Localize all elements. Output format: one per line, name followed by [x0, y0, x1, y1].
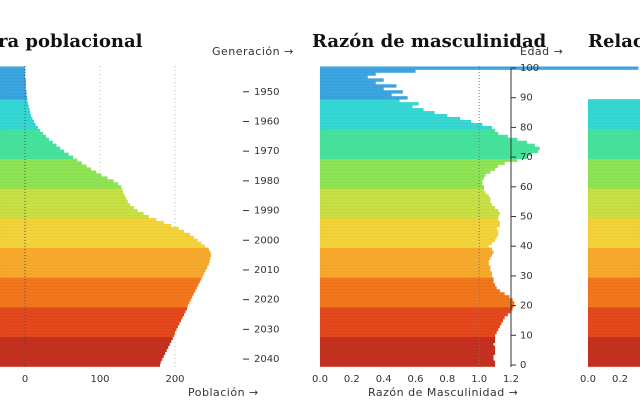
- x-tick-label: 1.0: [471, 374, 487, 385]
- y2-tick-label: 1970: [254, 146, 279, 157]
- x-tick-label: 0.0: [312, 374, 328, 385]
- x-tick-label: 1.2: [503, 374, 519, 385]
- chart-title: Relac: [588, 31, 640, 52]
- x-tick-label: 0: [22, 374, 28, 385]
- y-tick-label: 30: [520, 271, 533, 282]
- y-tick-label: 90: [520, 93, 533, 104]
- x-tick-label: 200: [165, 374, 184, 385]
- x-axis-label: Población →: [188, 386, 259, 399]
- y2-tick-label: 1950: [254, 87, 279, 98]
- x-tick-label: 0.2: [612, 374, 628, 385]
- bars-layer: [0, 66, 640, 367]
- y2-tick-label: 2030: [254, 324, 279, 335]
- y2-tick-label: 1980: [254, 176, 279, 187]
- chart-title: Razón de masculinidad: [312, 31, 547, 52]
- y-tick-label: 10: [520, 330, 533, 341]
- y-tick-label: 50: [520, 212, 533, 223]
- y-tick-label: 80: [520, 122, 533, 133]
- x-tick-label: 0.6: [408, 374, 424, 385]
- x-tick-label: 0.4: [376, 374, 392, 385]
- y2-tick-label: 2010: [254, 265, 279, 276]
- x-tick-label: 0.2: [344, 374, 360, 385]
- y-tick-label: 70: [520, 152, 533, 163]
- y-tick-label: 100: [520, 63, 539, 74]
- y-tick-label: 0: [520, 360, 526, 371]
- y-tick-label: 20: [520, 301, 533, 312]
- chart-title: ra poblacional: [0, 31, 143, 52]
- y-tick-label: 60: [520, 182, 533, 193]
- x-tick-label: 100: [90, 374, 109, 385]
- y2-tick-label: 1960: [254, 116, 279, 127]
- y2-tick-label: 2040: [254, 354, 279, 365]
- x-tick-label: 0.0: [580, 374, 596, 385]
- x-tick-label: 0.8: [439, 374, 455, 385]
- y2-tick-label: 1990: [254, 206, 279, 217]
- bar: [0, 66, 26, 70]
- bar: [587, 98, 640, 103]
- y-tick-label: 40: [520, 241, 533, 252]
- y2-tick-label: 2020: [254, 295, 279, 306]
- y-axis-label: Edad →: [520, 45, 563, 58]
- x-axis-label: Razón de Masculinidad →: [368, 386, 518, 399]
- y2-axis-label: Generación →: [212, 45, 294, 58]
- y2-tick-label: 2000: [254, 235, 279, 246]
